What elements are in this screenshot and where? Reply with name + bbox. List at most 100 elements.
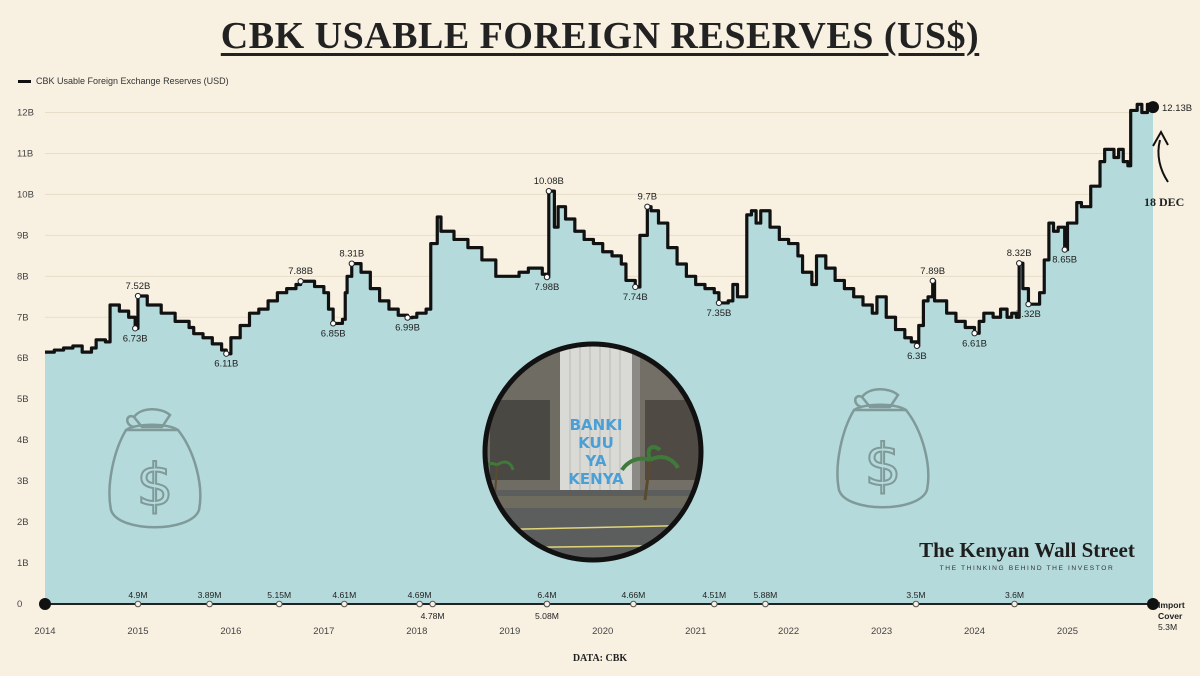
chart-title: CBK USABLE FOREIGN RESERVES (US$) — [220, 15, 980, 57]
money-bag-icon: $ — [836, 388, 930, 509]
legend-swatch — [18, 79, 31, 83]
value-label: 6.99B — [395, 323, 420, 334]
cover-label: 5.08M — [535, 611, 559, 621]
sign-word: KENYA — [568, 470, 624, 488]
cover-label: 5.15M — [267, 590, 291, 600]
x-tick-label: 2016 — [220, 626, 241, 637]
cbk-building-photo: BANKI KUU YA KENYA — [482, 341, 704, 563]
x-tick-label: 2024 — [964, 626, 985, 637]
value-point — [543, 274, 551, 281]
y-axis: 0 1B 2B 3B 4B 5B 6B 7B 8B 9B 10B 11B 12B — [17, 107, 34, 610]
y-tick-label: 11B — [17, 148, 33, 159]
latest-value-label: 12.13B — [1162, 103, 1192, 114]
value-point — [971, 330, 978, 337]
cover-label: 4.61M — [332, 590, 356, 600]
value-label: 10.08B — [534, 176, 564, 187]
import-cover-title-1: Import — [1158, 600, 1185, 610]
cover-point — [1011, 600, 1018, 608]
value-point — [134, 292, 142, 300]
building-sign-text: BANKI KUU YA KENYA — [568, 416, 624, 488]
value-labels: 7.52B 6.73B 6.11B 7.88B 6.85B 8.31B 6.99B 10.08… — [123, 101, 1192, 370]
cover-end-point — [1147, 598, 1159, 610]
cover-label: 4.9M — [128, 590, 147, 600]
cover-point — [912, 600, 920, 608]
value-label: 7.32B — [1016, 309, 1041, 320]
cover-label: 4.66M — [621, 590, 645, 600]
y-tick-label: 12B — [17, 107, 34, 118]
value-point — [404, 314, 411, 321]
cover-point — [416, 600, 423, 608]
value-point — [330, 320, 337, 327]
money-bag-icon: $ — [108, 408, 202, 529]
cover-point — [275, 600, 283, 608]
y-tick-label: 1B — [17, 558, 29, 569]
brand-name: The Kenyan Wall Street — [919, 538, 1135, 562]
value-label: 7.52B — [126, 281, 151, 292]
sign-word: KUU — [578, 434, 614, 452]
x-tick-label: 2018 — [406, 626, 427, 637]
cover-point — [762, 600, 769, 608]
y-tick-label: 5B — [17, 394, 29, 405]
cover-label: 5.88M — [753, 590, 777, 600]
y-tick-label: 7B — [17, 312, 29, 323]
svg-text:$: $ — [137, 451, 174, 519]
value-point — [1061, 246, 1068, 253]
sign-word: YA — [584, 452, 606, 470]
cover-label: 4.78M — [421, 611, 445, 621]
cover-point — [206, 600, 213, 608]
cover-label: 6.4M — [537, 590, 556, 600]
cover-label: 4.69M — [408, 590, 432, 600]
legend-label: CBK Usable Foreign Exchange Reserves (US… — [36, 76, 229, 86]
y-tick-label: 3B — [17, 476, 29, 487]
value-label: 7.35B — [706, 308, 731, 319]
date-annotation: 18 DEC — [1144, 195, 1185, 209]
import-cover-label: Import Cover 5.3M — [1158, 600, 1185, 633]
cover-label: 3.6M — [1005, 590, 1024, 600]
arrow-head — [1152, 129, 1169, 147]
value-label: 6.61B — [962, 338, 987, 349]
curved-arrow — [1157, 139, 1169, 183]
value-label: 7.74B — [623, 292, 648, 303]
import-cover-latest: 5.3M — [1158, 622, 1178, 632]
value-point — [348, 260, 355, 267]
value-label: 7.98B — [535, 282, 560, 293]
x-tick-label: 2015 — [127, 626, 148, 637]
value-label: 6.85B — [321, 328, 346, 339]
value-label: 6.73B — [123, 333, 148, 344]
cover-label: 3.89M — [198, 590, 222, 600]
value-label: 8.65B — [1052, 255, 1077, 266]
value-label: 6.3B — [907, 351, 927, 362]
brand-logo: The Kenyan Wall Street THE THINKING BEHI… — [916, 538, 1138, 572]
sign-word: BANKI — [570, 416, 623, 434]
cover-point — [630, 600, 637, 608]
value-label: 8.32B — [1007, 248, 1032, 259]
cover-point — [341, 600, 348, 608]
x-tick-label: 2020 — [592, 626, 613, 637]
source-note: DATA: CBK — [572, 653, 628, 664]
cover-point — [429, 600, 436, 608]
value-point — [132, 325, 139, 332]
y-tick-label: 6B — [17, 353, 29, 364]
cover-label: 3.5M — [906, 590, 925, 600]
x-tick-label: 2017 — [313, 626, 334, 637]
svg-text:$: $ — [865, 431, 902, 499]
value-point — [913, 342, 920, 350]
cover-start-point — [39, 598, 51, 610]
import-cover-points: 4.9M 3.89M 5.15M 4.61M 4.69M 4.78M 6.4M 5.08M 4.… — [128, 590, 1024, 621]
x-tick-label: 2022 — [778, 626, 799, 637]
y-tick-label: 10B — [17, 189, 34, 200]
cover-point — [134, 600, 142, 608]
value-point — [715, 299, 723, 307]
x-tick-label: 2021 — [685, 626, 706, 637]
cover-point — [543, 600, 551, 608]
brand-tagline: THE THINKING BEHIND THE INVESTOR — [939, 565, 1115, 572]
y-tick-label: 8B — [17, 271, 29, 282]
value-label: 8.31B — [339, 249, 364, 260]
y-tick-label: 9B — [17, 230, 29, 241]
value-point — [223, 350, 230, 357]
value-point — [1025, 301, 1032, 308]
cover-label: 4.51M — [702, 590, 726, 600]
x-tick-label: 2019 — [499, 626, 520, 637]
legend: CBK Usable Foreign Exchange Reserves (US… — [18, 76, 229, 86]
